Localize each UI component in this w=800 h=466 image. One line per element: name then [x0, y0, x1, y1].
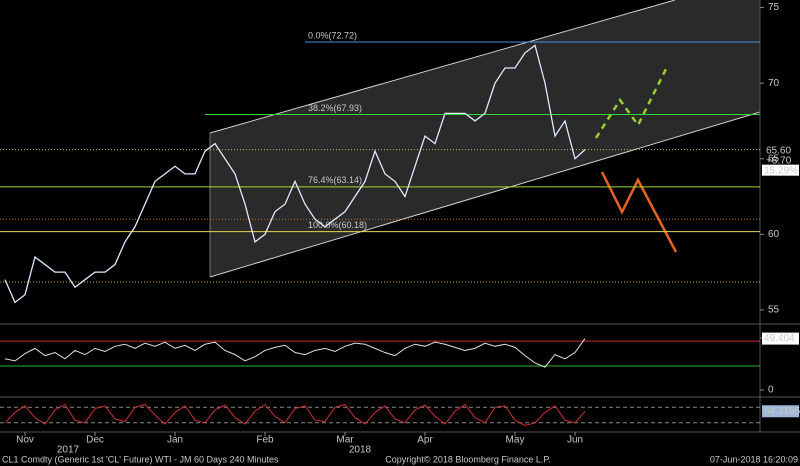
- series-line: [4, 44, 586, 304]
- price-change-pct: 15.29%: [764, 165, 798, 176]
- fib-label: 0.0%(72.72): [308, 30, 357, 40]
- y-tick-label: 0: [768, 385, 774, 396]
- change-box: [762, 164, 799, 176]
- fib-label: 38.2%(67.93): [308, 103, 362, 113]
- bear-projection: [600, 171, 678, 253]
- y-tick-label: 75: [768, 2, 780, 13]
- channel-upper: [209, 0, 676, 134]
- x-tick-label: Feb: [256, 435, 274, 446]
- last-value-label: 49.404: [764, 333, 795, 344]
- x-tick-label: May: [506, 435, 525, 446]
- channel-lower: [209, 111, 761, 278]
- last-value-box: [762, 332, 799, 345]
- series-line: [4, 403, 586, 426]
- x-tick-label: Mar: [336, 435, 354, 446]
- footer-center: Copyright© 2018 Bloomberg Finance L.P.: [385, 454, 551, 464]
- x-year-label: 2018: [349, 445, 372, 456]
- price-change: +8.70: [766, 155, 792, 166]
- series-line: [4, 338, 586, 368]
- last-value-label: 64.3165: [764, 406, 800, 417]
- x-year-label: 2017: [57, 445, 80, 456]
- y-tick-label: 60: [768, 229, 780, 240]
- fib-label: 76.4%(63.14): [308, 175, 362, 185]
- x-tick-label: Dec: [86, 435, 104, 446]
- footer-left: CL1 Comdty (Generic 1st 'CL' Future) WTI…: [2, 454, 279, 464]
- y-tick-label: 65: [768, 153, 780, 164]
- x-tick-label: Nov: [16, 435, 34, 446]
- y-tick-label: 55: [768, 305, 780, 316]
- y-tick-label: 70: [768, 78, 780, 89]
- fib-label: 100.0%(60.18): [308, 220, 367, 230]
- x-tick-label: Apr: [417, 435, 433, 446]
- last-value-box: [762, 405, 799, 418]
- x-tick-label: Jun: [567, 435, 583, 446]
- x-tick-label: Jan: [167, 435, 183, 446]
- footer-right: 07-Jun-2018 16:20:09: [710, 454, 798, 464]
- bull-projection: [594, 64, 670, 139]
- last-price: 65.60: [766, 145, 791, 156]
